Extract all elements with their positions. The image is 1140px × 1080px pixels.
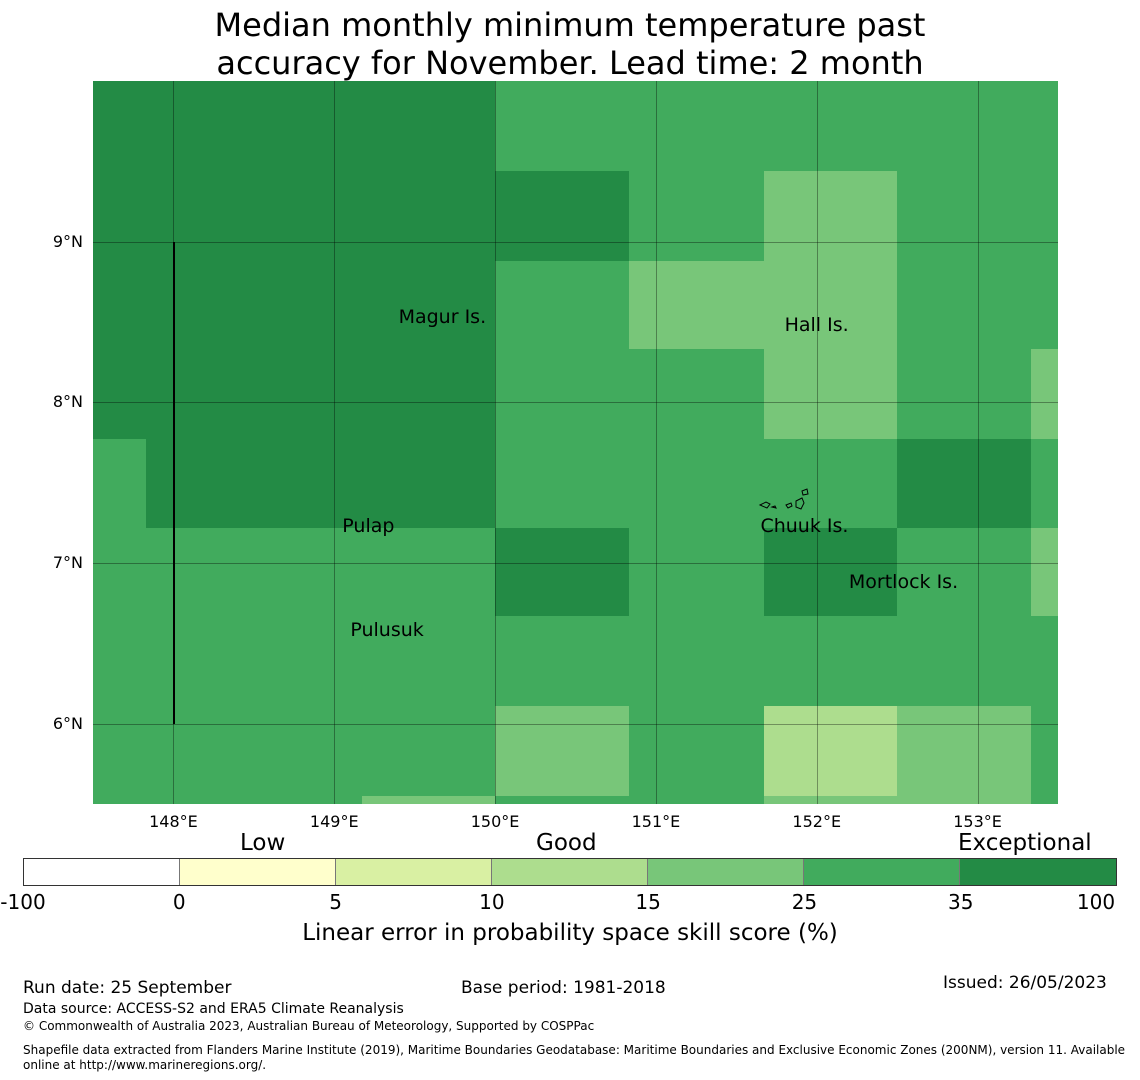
lon-tick-label: 150°E [470, 812, 520, 831]
colorbar-segment [804, 859, 960, 885]
island-label: Chuuk Is. [760, 514, 849, 537]
chart-title: Median monthly minimum temperature past … [0, 6, 1140, 82]
lon-tick-label: 149°E [309, 812, 359, 831]
lon-tick-label: 153°E [953, 812, 1002, 831]
eez-boundary-line [173, 241, 176, 724]
parallel-line [93, 563, 1058, 564]
lon-tick-label: 152°E [792, 812, 842, 831]
colorbar [23, 858, 1117, 886]
meridian-line [655, 81, 657, 804]
colorbar-segment [960, 859, 1116, 885]
grid-cell [495, 527, 629, 616]
meridian-line [334, 81, 336, 804]
copyright: © Commonwealth of Australia 2023, Austra… [23, 1019, 595, 1033]
colorbar-axis-label: Linear error in probability space skill … [302, 920, 838, 946]
data-source: Data source: ACCESS-S2 and ERA5 Climate … [23, 1001, 404, 1017]
island-label: Pulap [342, 514, 395, 537]
lat-tick-label: 9°N [52, 231, 83, 251]
meridian-line [977, 81, 979, 804]
island-label: Hall Is. [784, 313, 849, 336]
parallel-line [93, 723, 1058, 725]
base-period: Base period: 1981-2018 [461, 978, 666, 998]
island-label: Magur Is. [398, 305, 487, 328]
grid-cell [763, 705, 898, 796]
lat-tick-label: 8°N [52, 392, 83, 412]
colorbar-tick-label: 35 [947, 890, 974, 914]
colorbar-segment [24, 859, 180, 885]
lon-tick-label: 151°E [631, 812, 681, 831]
colorbar-tick-label: -100 [0, 890, 46, 914]
parallel-line [93, 241, 1058, 243]
skill-map [93, 81, 1058, 804]
colorbar-tick-label: 0 [172, 890, 186, 914]
grid-cell [897, 439, 1031, 528]
colorbar-tick-label: 100 [1076, 890, 1116, 914]
island-label: Pulusuk [350, 619, 424, 642]
colorbar-segment [180, 859, 336, 885]
title-line-1: Median monthly minimum temperature past [214, 6, 926, 44]
grid-cell [628, 260, 764, 350]
grid-cell [763, 170, 898, 440]
lat-tick-label: 6°N [52, 713, 83, 733]
legend-low-label: Low [240, 830, 286, 856]
grid-cell [763, 795, 898, 804]
title-line-2: accuracy for November. Lead time: 2 mont… [216, 44, 924, 82]
grid-cell [1030, 349, 1058, 440]
lat-tick-label: 7°N [52, 553, 83, 572]
colorbar-tick-label: 15 [635, 890, 661, 914]
grid-cell [495, 705, 629, 796]
issued-date: Issued: 26/05/2023 [943, 973, 1107, 993]
grid-cell [763, 527, 898, 616]
colorbar-tick-label: 5 [329, 890, 342, 914]
parallel-line [93, 402, 1058, 404]
grid-cell [1030, 527, 1058, 616]
shapefile-credit: Shapefile data extracted from Flanders M… [23, 1043, 1126, 1072]
meridian-line [816, 81, 818, 804]
colorbar-tick-label: 10 [479, 890, 505, 914]
colorbar-segment [648, 859, 804, 885]
grid-cell [495, 170, 629, 261]
colorbar-segment [336, 859, 492, 885]
legend-good-label: Good [536, 830, 597, 856]
grid-cell [361, 795, 496, 804]
colorbar-tick-label: 25 [791, 890, 818, 914]
lon-tick-label: 148°E [149, 812, 198, 831]
legend-exceptional-label: Exceptional [958, 830, 1092, 856]
run-date: Run date: 25 September [23, 978, 232, 998]
meridian-line [495, 81, 497, 804]
grid-cell [146, 439, 496, 528]
grid-cell [93, 81, 496, 440]
colorbar-segment [492, 859, 648, 885]
grid-cell [897, 705, 1031, 804]
chuuk-lagoon-outline [759, 487, 809, 510]
island-label: Mortlock Is. [848, 571, 959, 594]
